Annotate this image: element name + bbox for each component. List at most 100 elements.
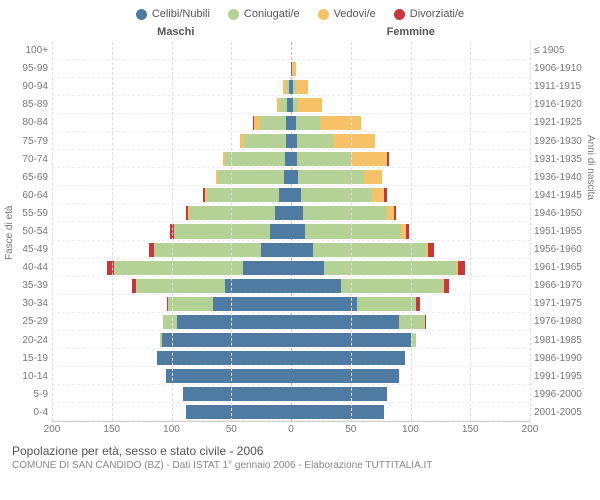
birth-label: 1966-1970	[534, 277, 582, 295]
legend-label: Coniugati/e	[244, 8, 300, 20]
age-label: 20-24	[22, 332, 48, 350]
segment	[279, 188, 291, 202]
legend-label: Divorziati/e	[410, 8, 464, 20]
age-label: 80-84	[22, 114, 48, 132]
segment	[357, 297, 417, 311]
x-tick: 200	[44, 424, 61, 435]
segment	[107, 261, 114, 275]
segment	[291, 188, 301, 202]
segment	[444, 279, 449, 293]
y-axis-right-title: Anni di nascita	[585, 135, 596, 200]
plot	[52, 42, 530, 422]
segment	[174, 224, 270, 238]
age-label: 15-19	[22, 350, 48, 368]
segment	[416, 297, 420, 311]
age-label: 65-69	[22, 169, 48, 187]
bar-row	[52, 277, 530, 295]
legend-label: Vedovi/e	[334, 8, 376, 20]
birth-label: 1936-1940	[534, 169, 582, 187]
segment	[324, 261, 455, 275]
birth-label: 1996-2000	[534, 386, 582, 404]
bar-row	[52, 403, 530, 421]
x-tick: 150	[103, 424, 120, 435]
x-tick: 150	[462, 424, 479, 435]
bar-row	[52, 42, 530, 60]
birth-label: ≤ 1905	[534, 42, 565, 60]
birth-label: 1991-1995	[534, 368, 582, 386]
age-label: 90-94	[22, 78, 48, 96]
age-label: 85-89	[22, 96, 48, 114]
segment	[186, 405, 291, 419]
segment	[260, 116, 286, 130]
segment	[399, 315, 425, 329]
segment	[298, 98, 322, 112]
gridline	[411, 42, 412, 421]
segment	[218, 170, 284, 184]
segment	[425, 315, 426, 329]
segment	[341, 279, 443, 293]
gridline	[470, 42, 471, 421]
birth-label: 1941-1945	[534, 187, 582, 205]
birth-label: 1976-1980	[534, 313, 582, 331]
chart-title: Popolazione per età, sesso e stato civil…	[12, 444, 588, 458]
segment	[296, 80, 308, 94]
segment	[333, 134, 375, 148]
segment	[270, 224, 292, 238]
segment	[291, 243, 313, 257]
segment	[394, 206, 396, 220]
bar-row	[52, 331, 530, 349]
x-tick: 200	[522, 424, 539, 435]
segment	[298, 170, 364, 184]
segment	[364, 170, 382, 184]
header-male: Maschi	[157, 26, 194, 38]
birth-label: 1921-1925	[534, 114, 582, 132]
header-female: Femmine	[387, 26, 435, 38]
segment	[284, 170, 291, 184]
birth-label: 1926-1930	[534, 132, 582, 150]
segment	[351, 152, 387, 166]
legend-item: Celibi/Nubili	[136, 8, 210, 20]
x-axis: 20015010050050100150200	[12, 422, 588, 438]
segment	[183, 387, 291, 401]
segment	[189, 206, 275, 220]
gridline	[351, 42, 352, 421]
birth-label: 1911-1915	[534, 78, 581, 96]
age-label: 30-34	[22, 295, 48, 313]
segment	[291, 369, 399, 383]
age-label: 95-99	[22, 60, 48, 78]
bar-row	[52, 132, 530, 150]
legend-swatch	[394, 9, 405, 20]
bar-row	[52, 168, 530, 186]
birth-label: 1971-1975	[534, 295, 582, 313]
segment	[291, 387, 387, 401]
segment	[225, 279, 291, 293]
age-label: 100+	[25, 42, 48, 60]
segment	[406, 224, 410, 238]
segment	[244, 134, 286, 148]
age-label: 0-4	[34, 404, 48, 422]
segment	[297, 134, 333, 148]
population-pyramid-chart: Celibi/Nubili Coniugati/e Vedovi/e Divorzia…	[0, 0, 600, 500]
legend: Celibi/Nubili Coniugati/e Vedovi/e Divorzia…	[12, 8, 588, 20]
age-label: 55-59	[22, 205, 48, 223]
age-label: 60-64	[22, 187, 48, 205]
legend-swatch	[136, 9, 147, 20]
segment	[157, 351, 291, 365]
segment	[207, 188, 279, 202]
bar-row	[52, 60, 530, 78]
segment	[166, 369, 291, 383]
chart-source: COMUNE DI SAN CANDIDO (BZ) - Dati ISTAT …	[12, 460, 588, 471]
bar-row	[52, 367, 530, 385]
segment	[225, 152, 285, 166]
birth-label: 1961-1965	[534, 259, 582, 277]
age-label: 50-54	[22, 223, 48, 241]
gridline	[172, 42, 173, 421]
segment	[387, 152, 389, 166]
segment	[291, 315, 399, 329]
x-tick: 100	[163, 424, 180, 435]
bar-row	[52, 241, 530, 259]
segment	[291, 405, 384, 419]
segment	[213, 297, 291, 311]
birth-label: 1986-1990	[534, 350, 582, 368]
segment	[162, 333, 291, 347]
